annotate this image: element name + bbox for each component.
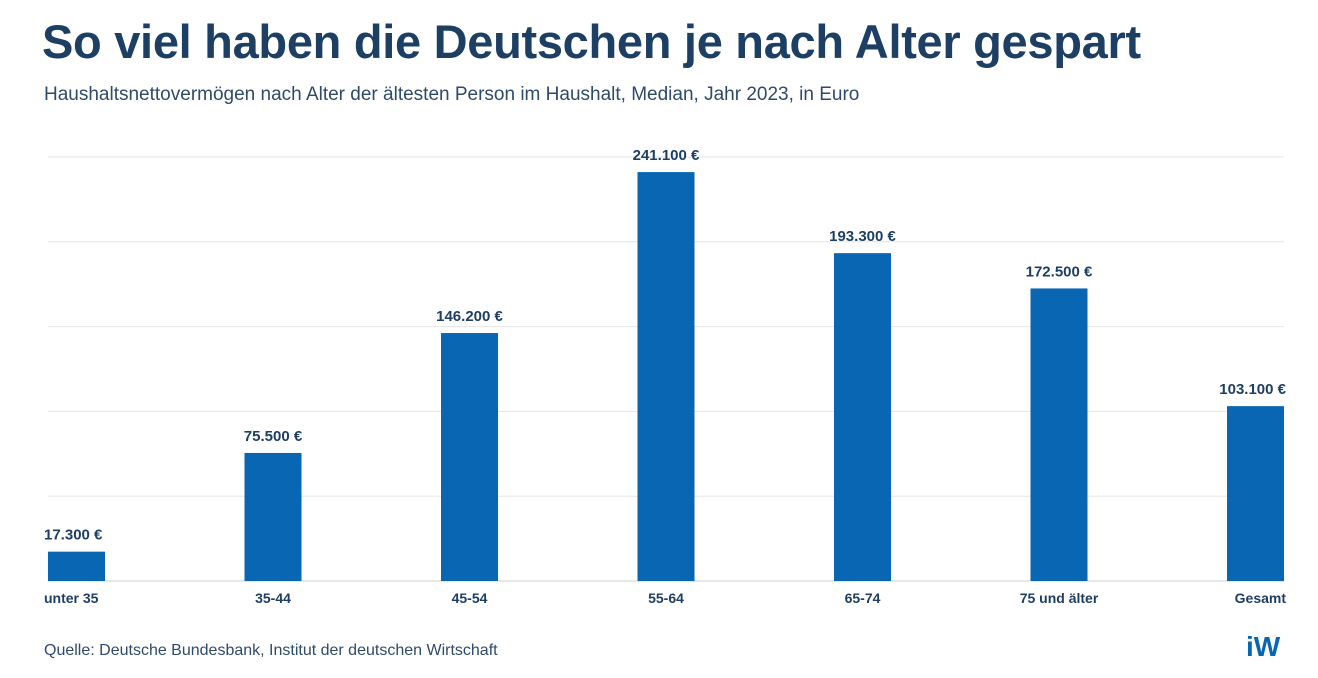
value-label-5: 172.500 € [1026,263,1093,280]
value-label-2: 146.200 € [436,308,503,325]
category-label-5: 75 und älter [1020,590,1099,606]
category-label-2: 45-54 [452,590,488,606]
category-label-0: unter 35 [44,590,99,606]
chart-subtitle: Haushaltsnettovermögen nach Alter der äl… [44,84,860,105]
bar-5 [1030,288,1088,581]
iw-logo: iW [1246,631,1281,662]
iw-logo-text: iW [1246,631,1281,662]
bar-3 [637,172,695,581]
source-note: Quelle: Deutsche Bundesbank, Institut de… [44,642,498,659]
bar-6 [1227,406,1284,581]
bar-0 [48,551,105,581]
value-label-1: 75.500 € [244,428,303,445]
value-label-3: 241.100 € [633,147,700,164]
category-label-4: 65-74 [845,590,881,606]
value-label-0: 17.300 € [44,527,103,544]
bar-1 [244,452,302,581]
bar-chart: 17.300 € unter 35 75.500 € 35-44 146.200 € 45… [44,147,1287,606]
category-label-1: 35-44 [255,590,291,606]
value-label-4: 193.300 € [829,228,896,245]
value-label-6: 103.100 € [1219,381,1286,398]
bar-2 [441,333,498,581]
category-label-6: Gesamt [1235,590,1287,606]
category-label-3: 55-64 [648,590,684,606]
bar-4 [834,253,891,581]
chart-title: So viel haben die Deutschen je nach Alte… [42,15,1141,68]
